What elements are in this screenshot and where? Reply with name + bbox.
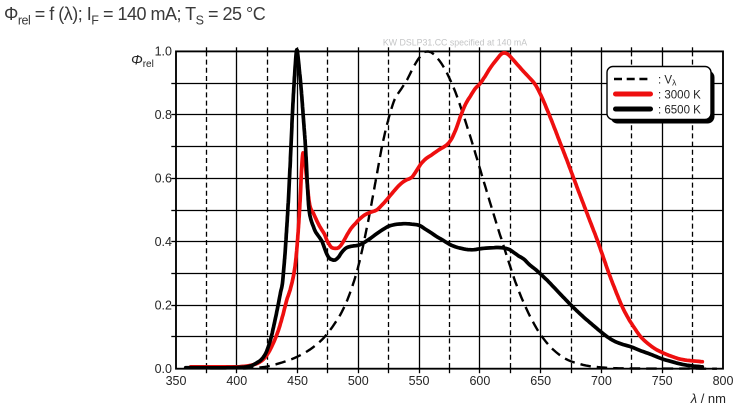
svg-text:: Vλ: : Vλ	[658, 75, 677, 88]
svg-text:450: 450	[287, 374, 308, 388]
svg-text:KW DSLP31.CC specified at 140: KW DSLP31.CC specified at 140 mA	[383, 38, 527, 48]
svg-text:400: 400	[226, 374, 247, 388]
svg-text:λ / nm: λ / nm	[690, 391, 726, 406]
svg-text:0.6: 0.6	[155, 172, 172, 186]
svg-text:0.8: 0.8	[155, 108, 172, 122]
svg-text:Φrel = f (λ); IF = 140 mA; TS: Φrel = f (λ); IF = 140 mA; TS = 25 °C	[4, 4, 266, 28]
svg-text:0.2: 0.2	[155, 299, 172, 313]
svg-text:0.0: 0.0	[155, 362, 172, 376]
svg-text:650: 650	[530, 374, 551, 388]
svg-text:1.0: 1.0	[155, 45, 172, 59]
svg-text:0.4: 0.4	[155, 235, 172, 249]
svg-text:600: 600	[469, 374, 490, 388]
svg-text:500: 500	[348, 374, 369, 388]
svg-text:700: 700	[591, 374, 612, 388]
svg-text:: 3000 K: : 3000 K	[658, 90, 701, 102]
svg-text:: 6500 K: : 6500 K	[658, 105, 701, 117]
svg-text:550: 550	[409, 374, 430, 388]
svg-text:750: 750	[652, 374, 673, 388]
svg-text:350: 350	[166, 374, 187, 388]
svg-text:800: 800	[713, 374, 734, 388]
